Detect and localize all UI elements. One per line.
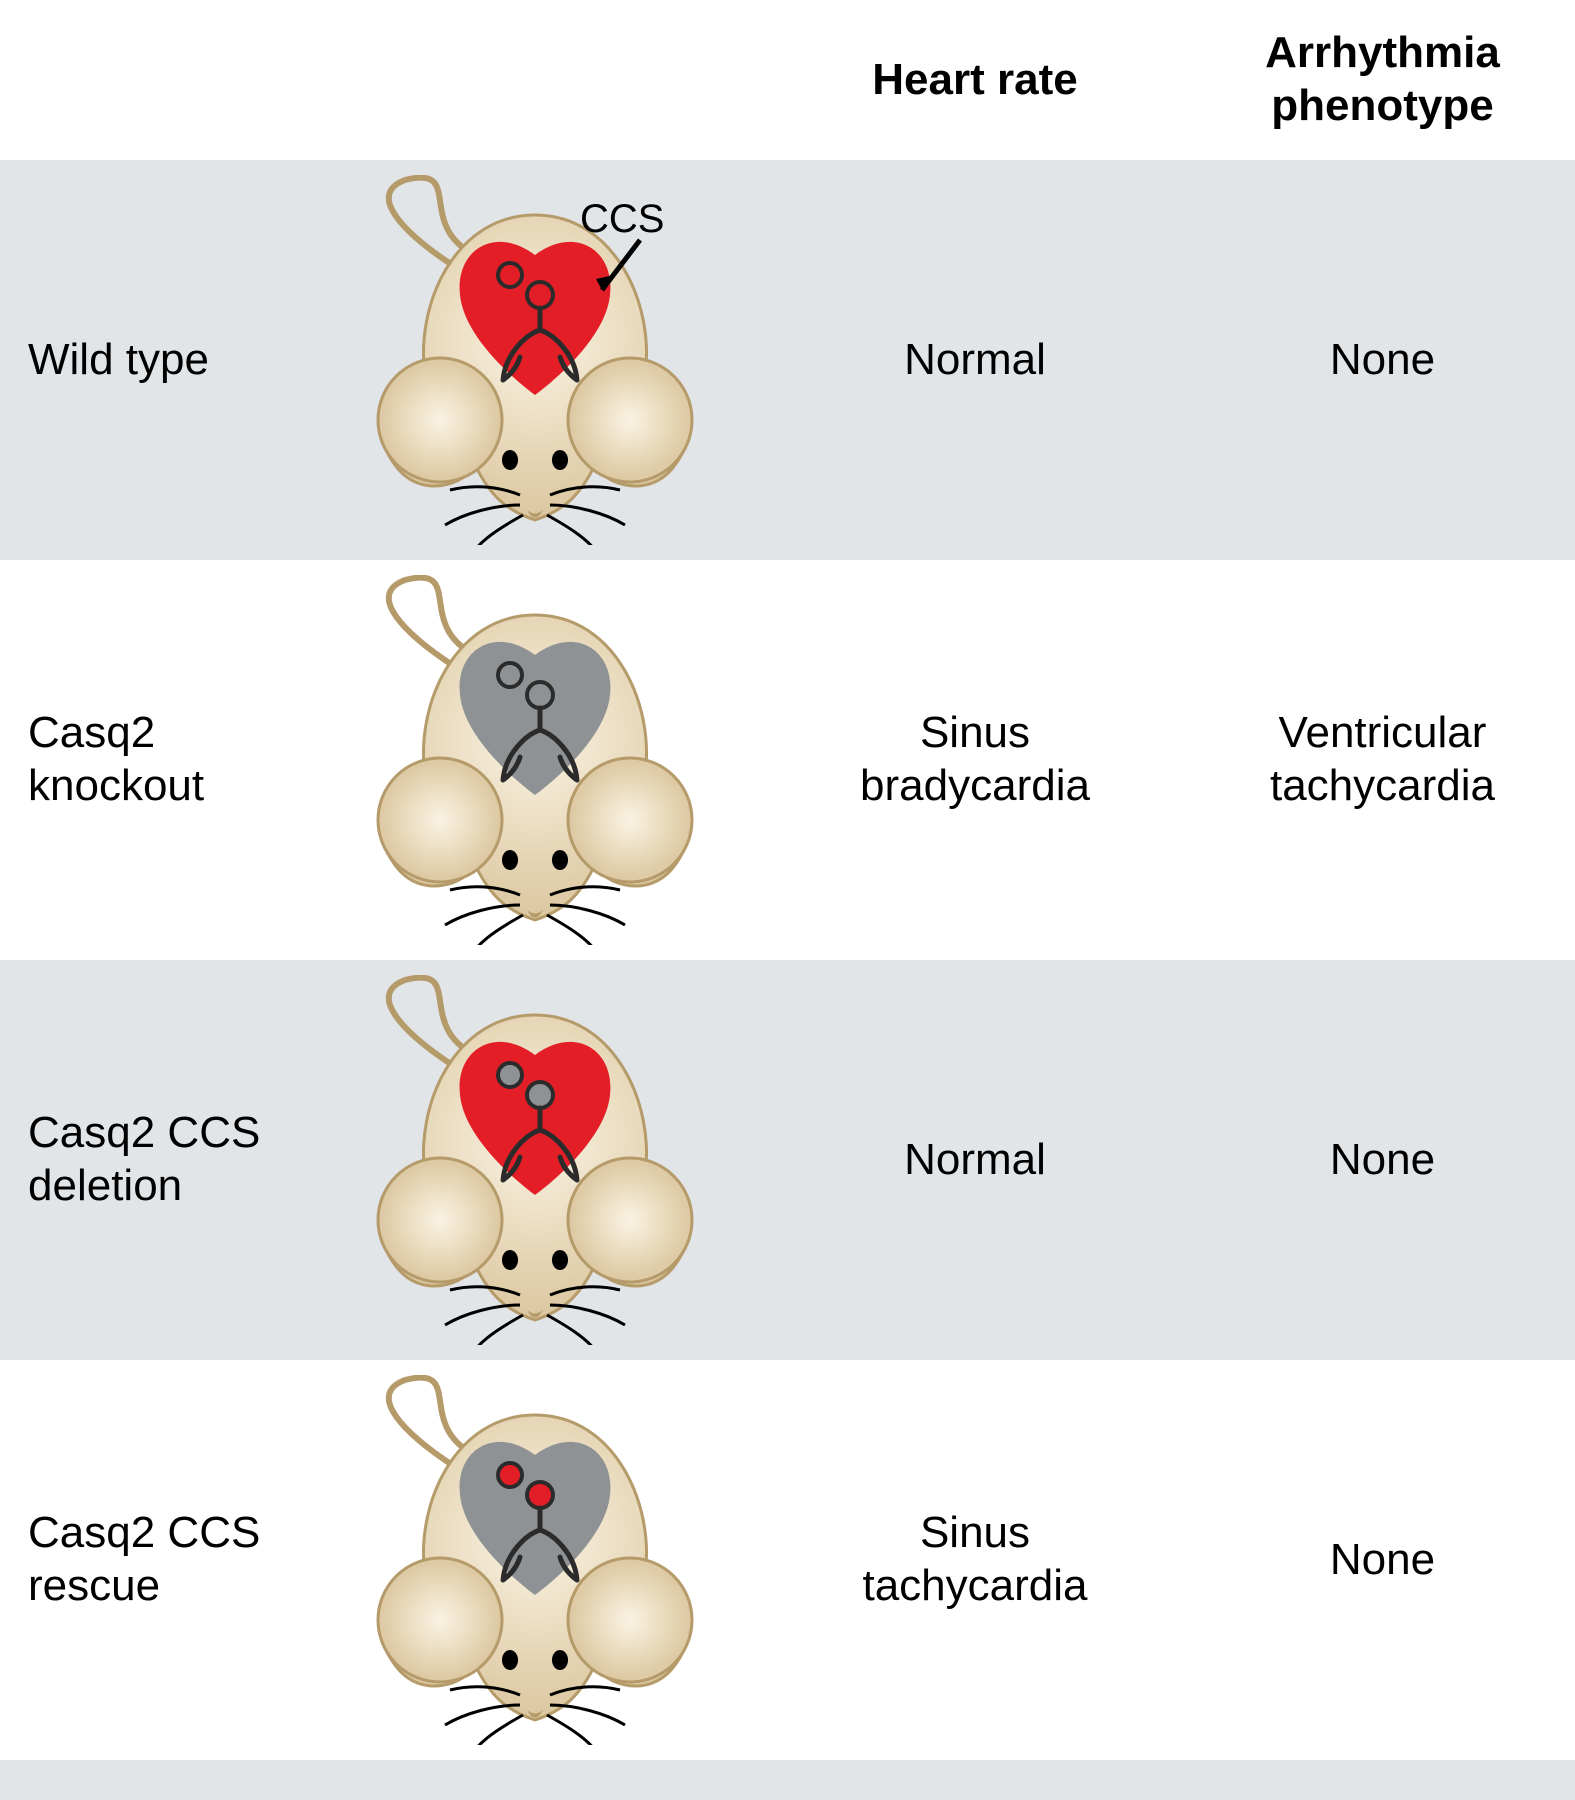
mouse-cell — [310, 1375, 760, 1745]
table-row: Wild type CCSNormalNone — [0, 160, 1575, 560]
mouse-eye-left — [502, 850, 518, 870]
phenotype-table: Heart rate Arrhythmiaphenotype Wild type — [0, 0, 1575, 1800]
mouse-ear-right — [568, 1558, 692, 1682]
mouse-illustration — [345, 975, 725, 1345]
row-label: Casq2 CCSrescue — [0, 1507, 310, 1613]
heart-rate-value: Sinustachycardia — [760, 1507, 1190, 1613]
mouse-ear-right — [568, 358, 692, 482]
header-arrhythmia: Arrhythmiaphenotype — [1190, 27, 1575, 133]
mouse-eye-right — [552, 850, 568, 870]
mouse-eye-right — [552, 450, 568, 470]
arrhythmia-value: None — [1190, 1134, 1575, 1187]
mouse-ear-right — [568, 1158, 692, 1282]
mouse-cell — [310, 575, 760, 945]
mouse-ear-left — [378, 1158, 502, 1282]
mouse-illustration — [345, 1375, 725, 1745]
mouse-illustration — [345, 175, 725, 545]
mouse-eye-right — [552, 1250, 568, 1270]
mouse-eye-left — [502, 1650, 518, 1670]
ccs-arrow-icon — [590, 235, 650, 305]
heart-rate-value: Normal — [760, 1134, 1190, 1187]
table-row: Casq2 CCSdeletion NormalNone — [0, 960, 1575, 1360]
mouse-cell — [310, 975, 760, 1345]
arrhythmia-value: Ventriculartachycardia — [1190, 707, 1575, 813]
footer-bar — [0, 1760, 1575, 1800]
table-row: Casq2knockout SinusbradycardiaVentricul — [0, 560, 1575, 960]
header-heart-rate: Heart rate — [760, 54, 1190, 107]
row-label: Wild type — [0, 334, 310, 387]
row-label: Casq2knockout — [0, 707, 310, 813]
mouse-ear-left — [378, 358, 502, 482]
mouse-ear-left — [378, 1558, 502, 1682]
mouse-cell: CCS — [310, 175, 760, 545]
heart-rate-value: Normal — [760, 334, 1190, 387]
mouse-eye-left — [502, 1250, 518, 1270]
mouse-eye-left — [502, 450, 518, 470]
mouse-illustration — [345, 575, 725, 945]
arrhythmia-value: None — [1190, 1534, 1575, 1587]
mouse-eye-right — [552, 1650, 568, 1670]
row-label: Casq2 CCSdeletion — [0, 1107, 310, 1213]
table-header-row: Heart rate Arrhythmiaphenotype — [0, 0, 1575, 160]
mouse-ear-right — [568, 758, 692, 882]
mouse-ear-left — [378, 758, 502, 882]
arrhythmia-value: None — [1190, 334, 1575, 387]
heart-rate-value: Sinusbradycardia — [760, 707, 1190, 813]
table-row: Casq2 CCSrescue SinustachycardiaNone — [0, 1360, 1575, 1760]
